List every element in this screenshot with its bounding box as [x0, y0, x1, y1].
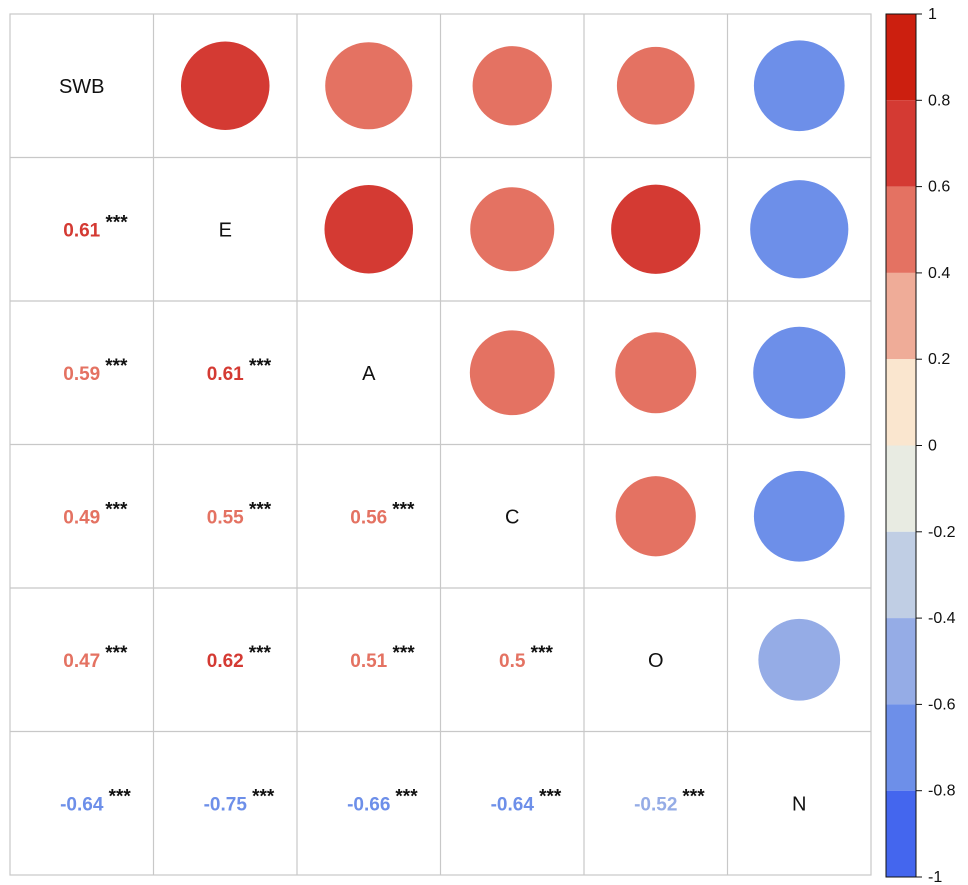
corr-circle-E-A [324, 184, 414, 274]
significance-stars: *** [105, 356, 128, 377]
diag-label-O: O [648, 650, 664, 672]
significance-stars: *** [539, 786, 562, 807]
legend-tick-label: -0.8 [928, 783, 956, 800]
legend-tick-label: 0.2 [928, 351, 950, 368]
legend-bin-5 [886, 445, 916, 532]
coef-label-N-O: -0.52 [634, 794, 677, 815]
legend-bin-0 [886, 14, 916, 101]
corr-circle-SWB-A [325, 42, 413, 130]
corr-circle-SWB-N [753, 40, 845, 132]
coef-label-O-E: 0.62 [207, 651, 244, 672]
coef-label-C-E: 0.55 [207, 507, 244, 528]
legend-tick-label: -0.4 [928, 610, 956, 627]
coef-label-N-E: -0.75 [204, 794, 248, 815]
corr-circle-SWB-E [180, 41, 270, 131]
upper-circles [180, 40, 849, 701]
significance-stars: *** [392, 499, 415, 520]
significance-stars: *** [105, 499, 128, 520]
coef-label-O-A: 0.51 [350, 651, 387, 672]
legend-tick-label: 0.4 [928, 265, 950, 282]
legend-tick-label: -1 [928, 869, 942, 885]
corr-circle-E-C [470, 187, 555, 272]
corr-circle-E-N [750, 180, 849, 279]
color-legend: 1 0.8 0.6 0.4 0.2 0 -0.2 -0.4 -0.6 -0.8 -1 [885, 6, 956, 885]
legend-tick-label: 0 [928, 438, 937, 455]
legend-tick-label: -0.2 [928, 524, 956, 541]
significance-stars: *** [249, 499, 272, 520]
coef-label-O-C: 0.5 [499, 651, 526, 672]
diag-label-N: N [792, 793, 806, 815]
corr-circle-O-N [758, 618, 841, 701]
significance-stars: *** [249, 643, 272, 664]
legend-bin-6 [886, 531, 916, 619]
legend-bin-3 [886, 272, 916, 360]
coef-label-N-A: -0.66 [347, 794, 390, 815]
diag-label-E: E [219, 219, 232, 241]
coef-label-N-C: -0.64 [491, 794, 535, 815]
legend-bin-1 [886, 100, 916, 187]
coef-label-N-SWB: -0.64 [60, 794, 104, 815]
corr-circle-SWB-C [472, 46, 552, 126]
corr-circle-C-N [753, 470, 845, 562]
significance-stars: *** [105, 212, 128, 233]
coef-label-A-SWB: 0.59 [63, 364, 100, 385]
significance-stars: *** [682, 786, 705, 807]
coef-label-A-E: 0.61 [207, 364, 244, 385]
legend-tick-label: -0.6 [928, 696, 956, 713]
corr-circle-E-O [611, 184, 701, 274]
legend-bin-9 [886, 790, 916, 877]
legend-bin-4 [886, 359, 916, 446]
significance-stars: *** [392, 643, 415, 664]
significance-stars: *** [531, 643, 554, 664]
legend-bin-2 [886, 186, 916, 273]
diag-label-SWB: SWB [59, 76, 105, 98]
corr-circle-A-C [469, 330, 555, 416]
significance-stars: *** [105, 643, 128, 664]
legend-tick-label: 0.8 [928, 92, 950, 109]
corr-circle-A-N [753, 326, 846, 419]
legend-bin-8 [886, 704, 916, 791]
grid [9, 13, 872, 876]
legend-tick-label: 0.6 [928, 179, 950, 196]
corr-circle-C-O [615, 476, 696, 557]
coef-label-C-A: 0.56 [350, 507, 387, 528]
coef-label-O-SWB: 0.47 [63, 651, 100, 672]
diag-label-C: C [505, 506, 519, 528]
legend-tick-label: 1 [928, 6, 937, 23]
significance-stars: *** [109, 786, 132, 807]
coef-label-C-SWB: 0.49 [63, 507, 100, 528]
corr-circle-SWB-O [616, 46, 695, 125]
diag-label-A: A [362, 363, 376, 385]
significance-stars: *** [252, 786, 275, 807]
significance-stars: *** [395, 786, 418, 807]
significance-stars: *** [249, 356, 272, 377]
corr-circle-A-O [615, 332, 697, 414]
coef-label-E-SWB: 0.61 [63, 220, 100, 241]
legend-bin-7 [886, 618, 916, 705]
